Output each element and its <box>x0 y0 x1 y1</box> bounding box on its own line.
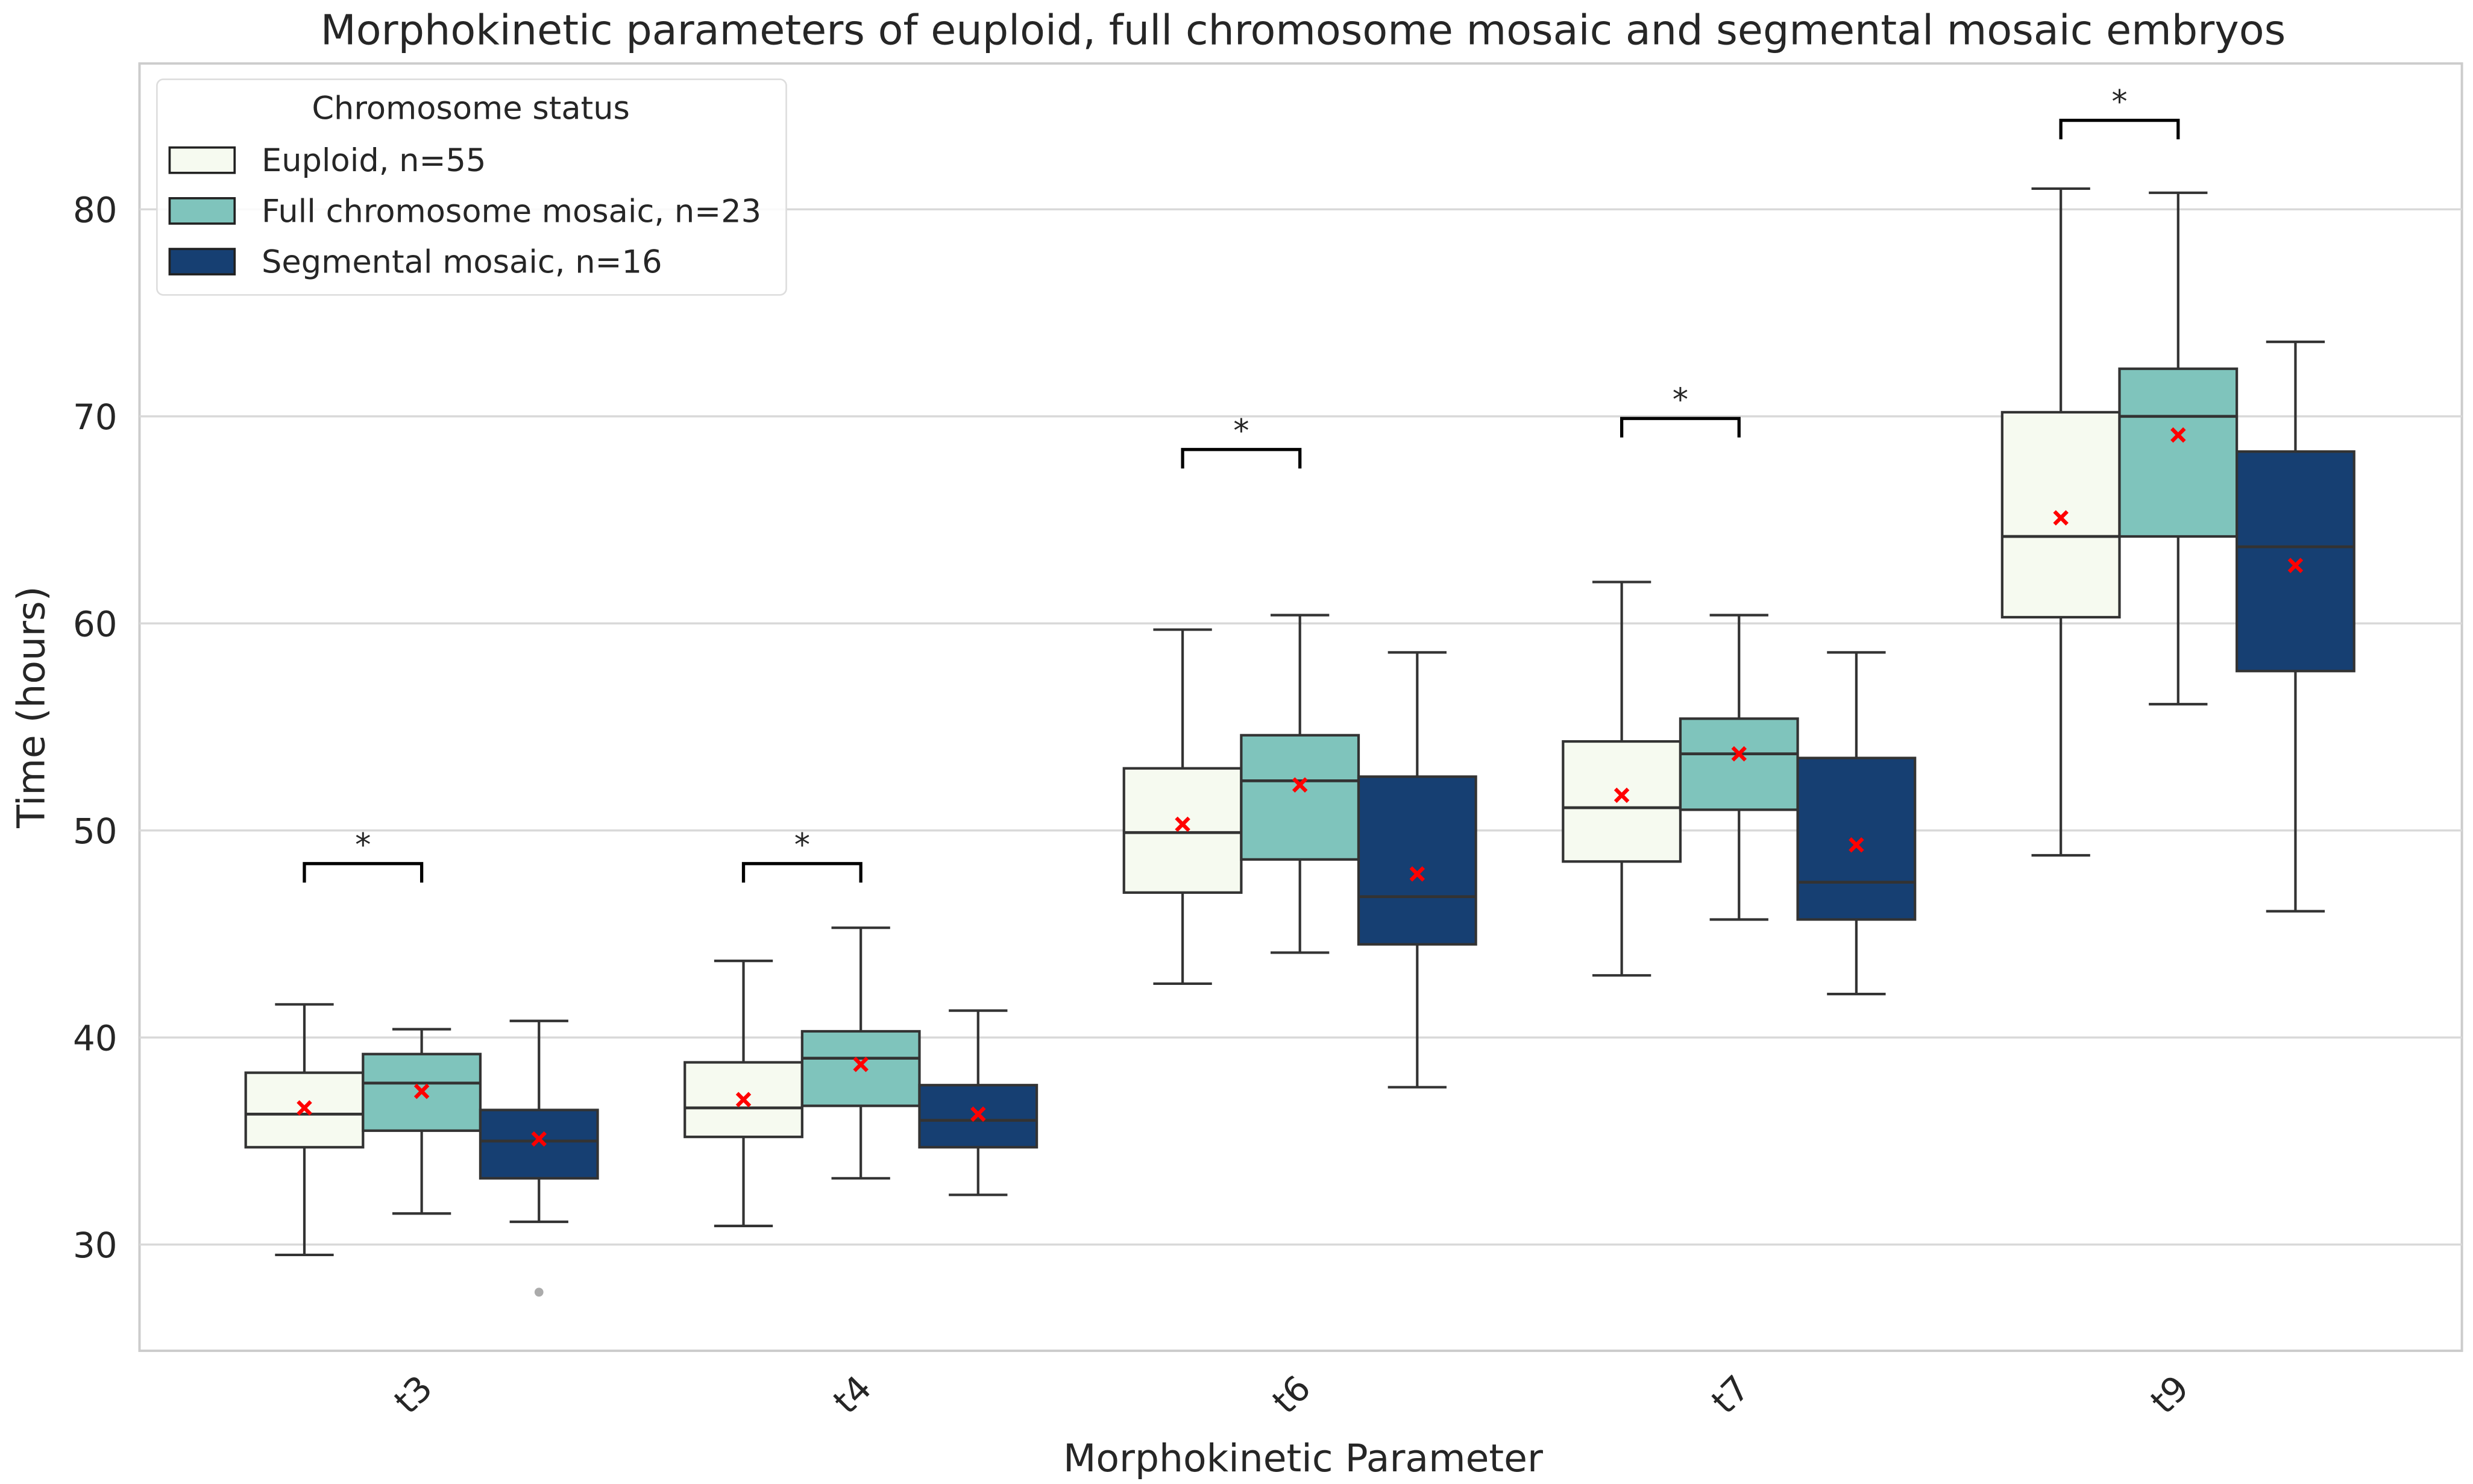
mean-marker <box>1292 777 1308 793</box>
y-axis-label: Time (hours) <box>9 586 54 829</box>
mean-marker <box>413 1083 430 1099</box>
box-iqr <box>2000 410 2121 619</box>
y-tick-label: 60 <box>73 603 118 644</box>
mean-marker <box>2170 427 2186 443</box>
box-t4-series-0 <box>683 960 803 1227</box>
y-tick-label: 80 <box>73 189 118 230</box>
box-t3-series-2 <box>479 1019 599 1224</box>
significance-bracket <box>741 862 863 883</box>
significance-label: * <box>355 827 371 864</box>
significance-label: * <box>2111 83 2127 120</box>
box-iqr <box>1796 756 1917 921</box>
x-tick-label: t4 <box>825 1368 879 1422</box>
mean-marker <box>970 1106 986 1122</box>
box-t3-series-0 <box>244 1003 365 1257</box>
mean-marker <box>531 1131 547 1147</box>
outlier-point <box>534 1287 544 1297</box>
box-t7-series-0 <box>1562 580 1682 977</box>
significance-label: * <box>794 827 810 864</box>
legend-label: Segmental mosaic, n=16 <box>262 244 662 280</box>
box-t4-series-2 <box>918 1009 1039 1196</box>
box-iqr <box>479 1108 599 1180</box>
mean-marker <box>1175 816 1190 832</box>
mean-marker <box>1849 837 1864 853</box>
mean-marker <box>297 1100 312 1116</box>
box-iqr <box>1122 767 1243 894</box>
x-tick-label: t9 <box>2143 1368 2197 1422</box>
legend-label: Euploid, n=55 <box>262 142 486 179</box>
significance-bracket <box>2059 118 2180 140</box>
significance-bracket <box>1620 417 1741 438</box>
box-iqr <box>1679 717 1799 811</box>
legend-label: Full chromosome mosaic, n=23 <box>262 193 761 230</box>
box-t6-series-2 <box>1357 651 1477 1089</box>
box-t6-series-1 <box>1240 614 1360 954</box>
significance-label: * <box>1673 382 1688 418</box>
legend-title: Chromosome status <box>312 90 630 127</box>
y-tick-label: 50 <box>73 811 118 852</box>
box-iqr <box>2118 367 2239 538</box>
box-t6-series-0 <box>1122 628 1243 986</box>
box-t7-series-2 <box>1796 651 1917 996</box>
box-t3-series-1 <box>362 1028 482 1215</box>
significance-bracket <box>1181 448 1302 469</box>
box-iqr <box>1562 740 1682 863</box>
chart-title: Morphokinetic parameters of euploid, ful… <box>321 7 2286 55</box>
mean-marker <box>735 1092 752 1108</box>
x-axis-label: Morphokinetic Parameter <box>1063 1436 1543 1480</box>
legend-swatch <box>168 197 236 225</box>
box-t9-series-0 <box>2000 187 2121 857</box>
box-t9-series-2 <box>2236 341 2355 913</box>
legend: Chromosome status Euploid, n=55 Full chro… <box>156 78 787 296</box>
box-iqr <box>2236 450 2355 673</box>
mean-marker <box>1409 866 1425 882</box>
y-tick-label: 40 <box>73 1017 118 1058</box>
box-iqr <box>1240 734 1360 861</box>
box-t7-series-1 <box>1679 614 1799 921</box>
mean-marker <box>2053 510 2069 526</box>
significance-bracket <box>303 862 424 883</box>
mean-marker <box>1614 787 1630 803</box>
x-tick-label: t6 <box>1264 1368 1318 1422</box>
box-iqr <box>800 1030 921 1107</box>
x-tick-label: t7 <box>1703 1368 1758 1422</box>
legend-swatch <box>168 248 236 275</box>
mean-marker <box>853 1057 869 1072</box>
y-tick-label: 70 <box>73 397 118 438</box>
mean-marker <box>1731 746 1747 762</box>
box-t9-series-1 <box>2118 191 2239 706</box>
legend-swatch <box>168 146 236 174</box>
box-iqr <box>1357 775 1477 946</box>
significance-label: * <box>1233 413 1249 450</box>
x-tick-label: t3 <box>386 1368 440 1422</box>
y-tick-label: 30 <box>73 1225 118 1266</box>
box-t4-series-1 <box>800 926 921 1180</box>
mean-marker <box>2287 558 2304 573</box>
